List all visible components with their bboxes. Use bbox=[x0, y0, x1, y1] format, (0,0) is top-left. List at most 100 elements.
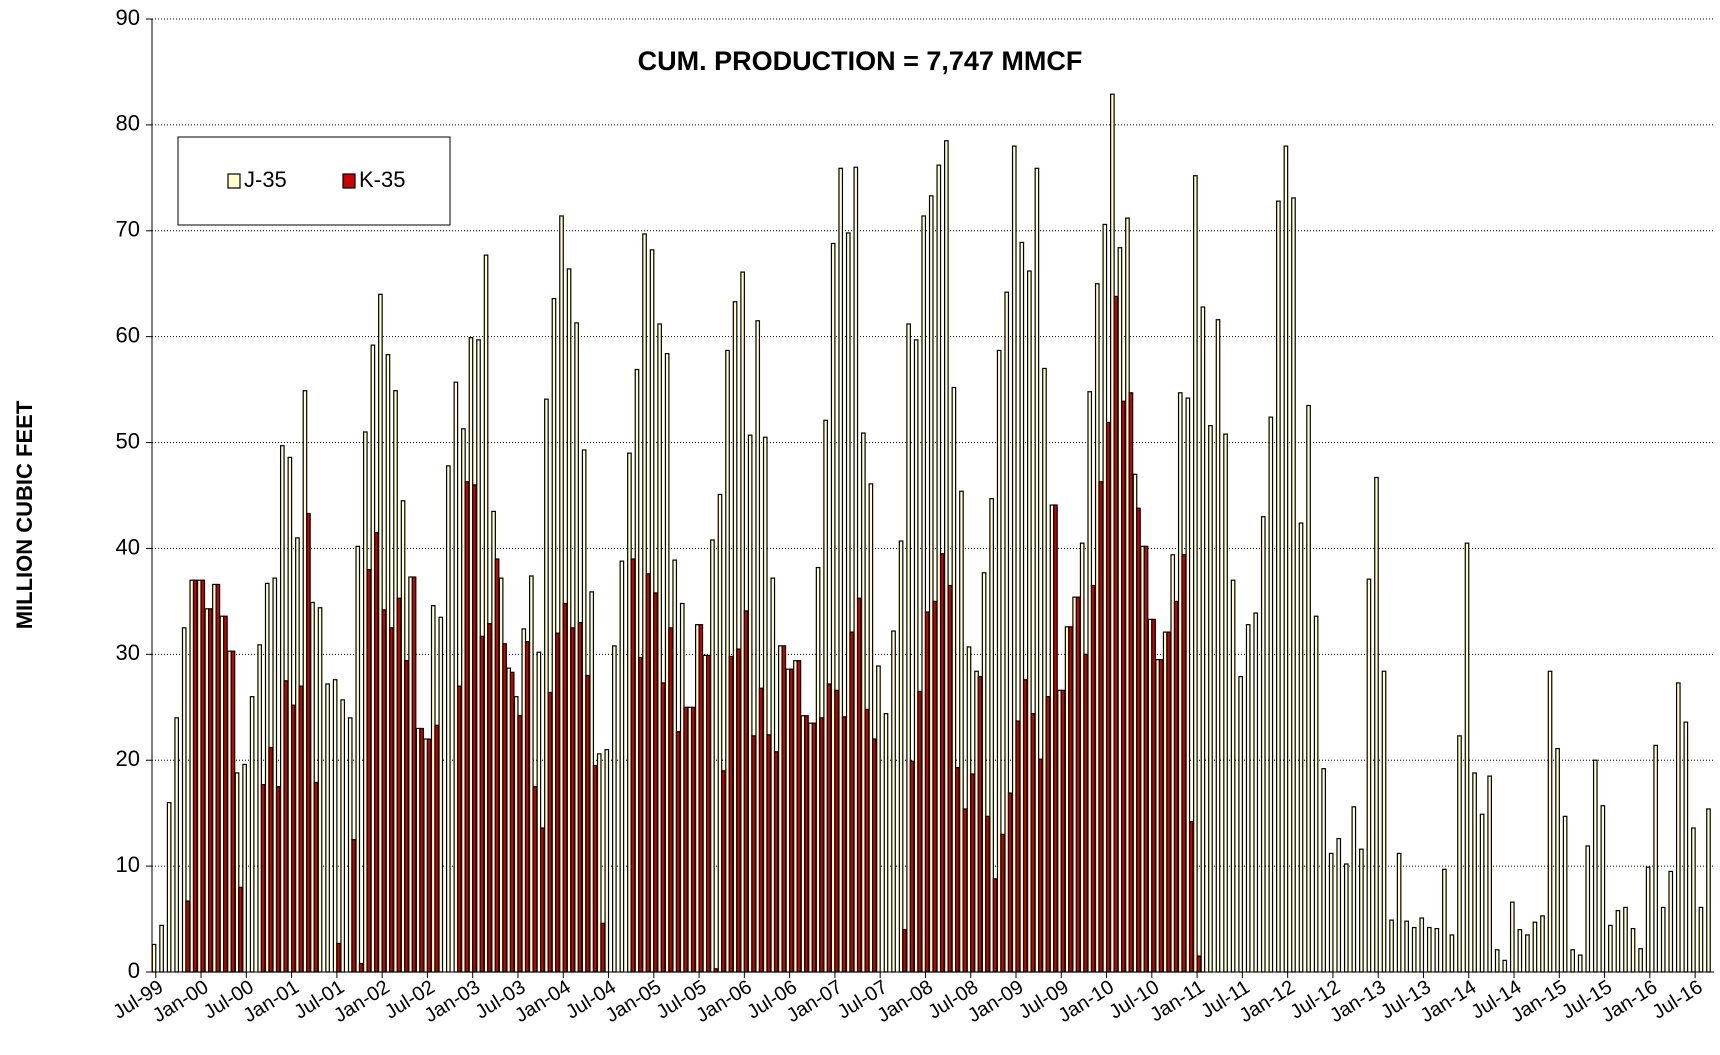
bar bbox=[830, 242, 836, 973]
bar bbox=[796, 660, 802, 973]
bar bbox=[1547, 670, 1553, 973]
bar bbox=[819, 717, 824, 973]
bar bbox=[494, 558, 500, 973]
bar bbox=[883, 713, 889, 973]
bar bbox=[872, 738, 877, 973]
bar bbox=[939, 553, 945, 973]
bar bbox=[951, 386, 957, 973]
bar bbox=[1366, 578, 1372, 973]
bar bbox=[690, 706, 696, 973]
bar bbox=[1698, 906, 1704, 973]
bar bbox=[317, 607, 323, 973]
bar bbox=[732, 301, 738, 973]
bar bbox=[487, 623, 492, 973]
bar bbox=[1706, 808, 1711, 973]
bar bbox=[181, 627, 187, 973]
bar bbox=[1090, 584, 1096, 973]
bar bbox=[577, 621, 583, 973]
bar bbox=[185, 900, 191, 973]
bar bbox=[1313, 615, 1319, 973]
bar bbox=[630, 558, 636, 973]
bar bbox=[891, 630, 896, 973]
bar bbox=[562, 602, 568, 973]
bar bbox=[1457, 735, 1462, 973]
bar bbox=[547, 691, 553, 973]
bar bbox=[366, 569, 372, 973]
bar bbox=[928, 195, 934, 973]
bar bbox=[374, 531, 379, 973]
bar bbox=[336, 942, 341, 973]
bar bbox=[238, 886, 243, 973]
bar bbox=[298, 685, 304, 973]
bar bbox=[955, 767, 960, 973]
bar bbox=[1068, 626, 1073, 973]
chart-title: CUM. PRODUCTION = 7,747 MMCF bbox=[638, 46, 1083, 76]
bar bbox=[1276, 200, 1281, 973]
y-tick-label: 20 bbox=[116, 746, 140, 771]
bar bbox=[453, 381, 459, 973]
bar bbox=[1396, 852, 1402, 973]
bar bbox=[151, 943, 157, 973]
bar bbox=[619, 560, 625, 973]
bar bbox=[977, 675, 983, 973]
bar bbox=[242, 763, 247, 973]
bar bbox=[1060, 689, 1066, 973]
bar bbox=[1600, 805, 1606, 973]
bar bbox=[861, 432, 866, 973]
bar bbox=[1411, 926, 1417, 973]
bar bbox=[600, 922, 606, 973]
bar bbox=[457, 685, 462, 973]
bar bbox=[811, 722, 817, 973]
bar bbox=[1208, 425, 1213, 973]
bar bbox=[645, 573, 651, 973]
bar bbox=[166, 801, 172, 973]
bar bbox=[1083, 653, 1088, 973]
bar bbox=[1517, 929, 1523, 973]
bar bbox=[1449, 934, 1455, 973]
bar bbox=[1615, 909, 1621, 973]
y-tick-label: 30 bbox=[116, 640, 140, 665]
bar bbox=[1230, 579, 1236, 973]
bar bbox=[1105, 421, 1111, 973]
bar bbox=[1623, 906, 1628, 973]
bar bbox=[559, 215, 564, 973]
bar bbox=[283, 680, 289, 973]
bar bbox=[668, 627, 673, 973]
bar bbox=[657, 323, 662, 973]
y-tick-label: 10 bbox=[116, 852, 140, 877]
bar bbox=[1381, 670, 1387, 973]
bar bbox=[192, 579, 198, 973]
bar bbox=[1668, 870, 1674, 973]
bar bbox=[1426, 926, 1432, 973]
bar bbox=[1166, 631, 1171, 973]
legend-swatch bbox=[342, 173, 356, 189]
bar bbox=[1645, 866, 1651, 973]
bar bbox=[502, 643, 507, 973]
bar bbox=[1253, 612, 1259, 973]
bar bbox=[1045, 696, 1051, 973]
bar bbox=[1525, 934, 1530, 973]
bar bbox=[751, 735, 756, 973]
bar bbox=[1404, 920, 1409, 973]
bar bbox=[902, 929, 907, 973]
bar bbox=[1494, 949, 1500, 973]
bar bbox=[268, 746, 274, 973]
bar bbox=[1577, 954, 1583, 973]
bar bbox=[1015, 720, 1021, 973]
bar bbox=[215, 583, 221, 973]
bar bbox=[838, 167, 844, 973]
bar bbox=[396, 597, 402, 973]
bar bbox=[174, 717, 180, 973]
legend-label: J-35 bbox=[244, 167, 287, 192]
y-tick-label: 60 bbox=[116, 322, 140, 347]
bar bbox=[856, 597, 862, 973]
bar bbox=[340, 699, 346, 973]
y-tick-label: 40 bbox=[116, 534, 140, 559]
bar bbox=[947, 584, 953, 973]
bar bbox=[944, 140, 949, 973]
bar bbox=[1419, 917, 1425, 973]
bar bbox=[1038, 758, 1043, 973]
bar bbox=[1540, 915, 1545, 973]
y-tick-label: 0 bbox=[128, 958, 140, 983]
bar bbox=[868, 483, 874, 973]
